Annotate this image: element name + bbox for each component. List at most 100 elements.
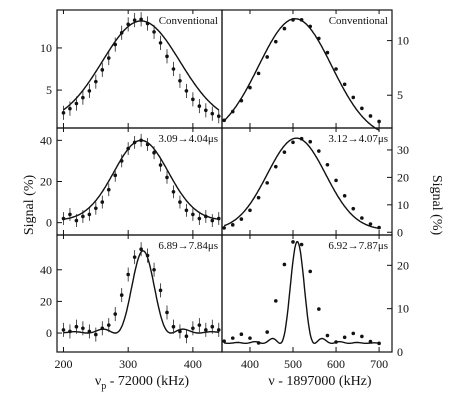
data-point [178, 329, 182, 334]
y-tick-label: 40 [40, 263, 52, 277]
data-point [113, 312, 118, 316]
panels-group: 5 10 Conventional 5 10 Conventional 0 20 40 3.09→… [40, 9, 409, 371]
data-point [184, 208, 189, 213]
data-point [299, 136, 304, 141]
data-point [265, 330, 269, 334]
data-point [152, 30, 156, 34]
data-point [119, 30, 124, 35]
data-point [171, 67, 176, 71]
data-point [308, 24, 313, 29]
x-tick-label: 300 [119, 357, 137, 371]
panel-frame [56, 234, 223, 353]
data-point [342, 82, 347, 87]
panel-4: 0 10 20 30 3.12→4.07μs [221, 127, 409, 239]
y-tick-label: 10 [397, 34, 409, 48]
data-point [216, 328, 221, 332]
left-x-axis-title: νp - 72000 (kHz) [95, 374, 189, 392]
data-point [342, 193, 347, 198]
data-point [204, 214, 208, 219]
data-point [368, 114, 373, 118]
data-point [191, 212, 195, 217]
data-point [126, 22, 130, 27]
data-point [216, 216, 221, 221]
data-point [139, 247, 143, 252]
data-point [165, 54, 169, 59]
data-point [100, 200, 105, 204]
data-point [282, 150, 287, 154]
left-x-axis-title-rest: - 72000 (kHz) [106, 374, 189, 389]
data-point [222, 118, 226, 123]
data-point [317, 307, 321, 311]
data-point [106, 56, 111, 60]
data-point [239, 332, 244, 337]
data-point [139, 138, 143, 143]
data-point [308, 269, 313, 274]
y-tick-label: 5 [46, 83, 52, 97]
y-tick-label: 0 [397, 225, 403, 239]
panel-frame [221, 234, 393, 353]
panel-1: 5 10 Conventional [40, 9, 223, 129]
y-tick-label: 10 [397, 302, 409, 316]
data-point [360, 216, 364, 220]
data-point [210, 111, 215, 116]
left-x-axis-title-subscript: p [101, 381, 106, 392]
data-point [377, 119, 381, 124]
data-point [291, 18, 295, 22]
data-point [94, 79, 98, 84]
data-point [100, 326, 105, 331]
data-point [282, 26, 287, 31]
left-x-axis-title-symbol: ν [95, 374, 101, 389]
data-point [119, 293, 124, 297]
data-point [165, 175, 169, 180]
data-point [248, 85, 252, 90]
y-tick-label: 40 [40, 133, 52, 147]
fit-curve [224, 240, 380, 345]
data-point [191, 97, 195, 102]
x-tick-label: 200 [54, 357, 72, 371]
fit-curve [63, 20, 220, 111]
data-point [256, 195, 261, 200]
data-point [342, 335, 347, 340]
data-point [178, 200, 182, 204]
data-point [197, 104, 202, 108]
y-tick-label: 5 [397, 88, 403, 102]
panel-annotation: 6.89→7.84μs [158, 240, 218, 252]
data-point [87, 329, 92, 334]
data-point [61, 216, 66, 221]
data-point [265, 181, 269, 185]
data-point [106, 323, 111, 327]
data-point [184, 334, 189, 338]
data-point [113, 42, 118, 47]
data-point [273, 299, 278, 303]
data-point [132, 140, 137, 145]
data-point [74, 218, 79, 223]
data-point [377, 225, 381, 230]
fit-curve [63, 250, 219, 334]
fit-curve [223, 17, 380, 131]
x-tick-label: 400 [184, 357, 202, 371]
x-tick-label: 600 [327, 357, 345, 371]
data-point [325, 162, 330, 167]
data-point [152, 150, 156, 155]
data-point [291, 140, 295, 145]
data-point [239, 98, 244, 103]
data-point [248, 336, 252, 340]
y-tick-label: 30 [397, 143, 409, 157]
panel-annotation: Conventional [159, 15, 218, 27]
data-point [351, 95, 356, 100]
data-point [334, 178, 338, 183]
data-point [360, 334, 364, 339]
right-x-axis-title: ν - 1897000 (kHz) [268, 374, 371, 389]
x-tick-label: 700 [370, 357, 388, 371]
data-point [94, 206, 98, 211]
data-point [113, 173, 118, 178]
data-point [94, 332, 98, 337]
panel-6: 0 10 20 400 500 600 700 6.92→7.87μs [221, 234, 409, 371]
data-point [197, 323, 202, 327]
data-point [204, 108, 208, 113]
panel-5: 0 20 40 200 300 400 6.89→7.84μs [40, 234, 223, 371]
data-point [210, 324, 215, 329]
data-point [145, 21, 150, 26]
data-point [273, 164, 278, 169]
